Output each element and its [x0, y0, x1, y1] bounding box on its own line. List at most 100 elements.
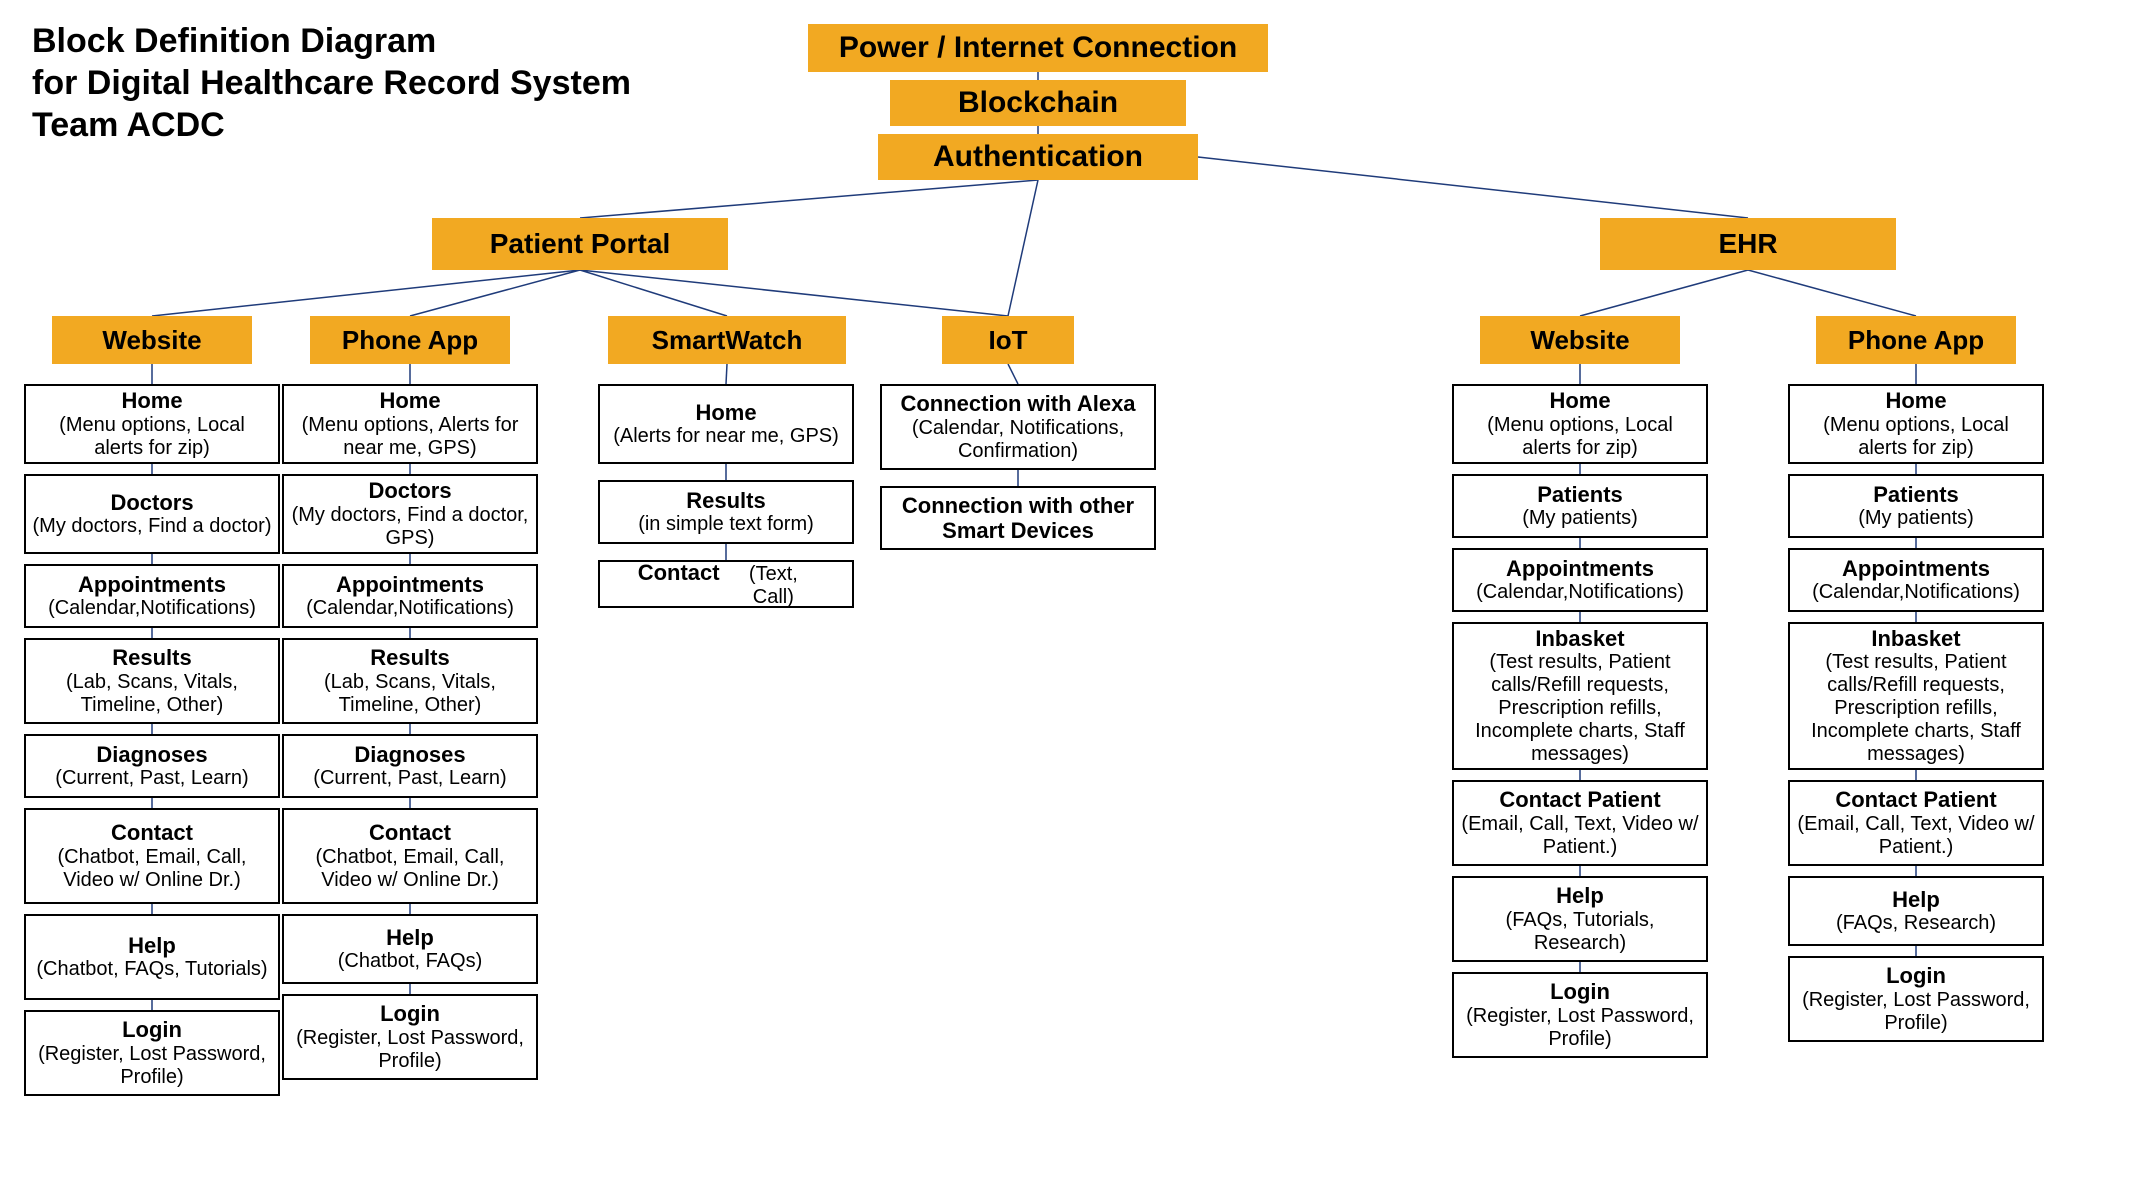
node-label: Home	[290, 388, 530, 413]
edge-line	[580, 270, 1008, 316]
edge-line	[1008, 180, 1038, 316]
node-label: Login	[1460, 979, 1700, 1004]
diagram-stage: Block Definition Diagramfor Digital Heal…	[0, 0, 2129, 1202]
edge-line	[1580, 270, 1748, 316]
node-label: Connection with other Smart Devices	[888, 493, 1148, 544]
detail-node-ea7: Login(Register, Lost Password, Profile)	[1788, 956, 2044, 1042]
detail-node-ea1: Home(Menu options, Local alerts for zip)	[1788, 384, 2044, 464]
node-sub: (Register, Lost Password, Profile)	[290, 1027, 530, 1073]
node-label: Phone App	[342, 325, 478, 356]
edge-line	[152, 270, 580, 316]
edge-line	[1198, 157, 1748, 218]
node-sub: (Chatbot, Email, Call, Video w/ Online D…	[32, 846, 272, 892]
detail-node-ppw6: Contact(Chatbot, Email, Call, Video w/ O…	[24, 808, 280, 904]
header-node-block: Blockchain	[890, 80, 1186, 126]
detail-node-ppw1: Home(Menu options, Local alerts for zip)	[24, 384, 280, 464]
node-sub: (Current, Past, Learn)	[32, 767, 272, 790]
header-node-pp-sw: SmartWatch	[608, 316, 846, 364]
detail-node-ppa2: Doctors(My doctors, Find a doctor, GPS)	[282, 474, 538, 554]
detail-node-ea5: Contact Patient(Email, Call, Text, Video…	[1788, 780, 2044, 866]
node-label: Patients	[1460, 482, 1700, 507]
node-label: Contact	[634, 560, 723, 585]
detail-node-iot2: Connection with other Smart Devices	[880, 486, 1156, 550]
node-sub: (Chatbot, FAQs)	[290, 950, 530, 973]
detail-node-ppw2: Doctors(My doctors, Find a doctor)	[24, 474, 280, 554]
node-sub: (Text, Call)	[729, 563, 818, 609]
node-label: EHR	[1718, 228, 1777, 260]
detail-node-ea3: Appointments(Calendar,Notifications)	[1788, 548, 2044, 612]
node-sub: (Test results, Patient calls/Refill requ…	[1460, 651, 1700, 766]
node-label: Appointments	[290, 572, 530, 597]
node-label: Home	[32, 388, 272, 413]
node-label: Contact	[32, 820, 272, 845]
node-label: Home	[1460, 388, 1700, 413]
node-sub: (Menu options, Local alerts for zip)	[32, 414, 272, 460]
node-label: Login	[1796, 963, 2036, 988]
header-node-ehr-web: Website	[1480, 316, 1680, 364]
edge-line	[726, 364, 727, 384]
detail-node-ppw5: Diagnoses(Current, Past, Learn)	[24, 734, 280, 798]
detail-node-ppa5: Diagnoses(Current, Past, Learn)	[282, 734, 538, 798]
detail-node-sw3: Contact(Text, Call)	[598, 560, 854, 608]
node-label: Help	[1796, 887, 2036, 912]
node-label: SmartWatch	[652, 325, 803, 356]
edge-line	[410, 270, 580, 316]
node-label: Contact Patient	[1460, 787, 1700, 812]
node-label: Appointments	[32, 572, 272, 597]
node-label: Login	[290, 1001, 530, 1026]
header-node-auth: Authentication	[878, 134, 1198, 180]
detail-node-ppa3: Appointments(Calendar,Notifications)	[282, 564, 538, 628]
edge-line	[580, 270, 727, 316]
diagram-title-line: for Digital Healthcare Record System	[32, 62, 631, 104]
edge-line	[1748, 270, 1916, 316]
node-label: Diagnoses	[290, 742, 530, 767]
node-label: Home	[1796, 388, 2036, 413]
node-sub: (Lab, Scans, Vitals, Timeline, Other)	[32, 671, 272, 717]
detail-node-ppa1: Home(Menu options, Alerts for near me, G…	[282, 384, 538, 464]
detail-node-ew3: Appointments(Calendar,Notifications)	[1452, 548, 1708, 612]
node-sub: (Email, Call, Text, Video w/ Patient.)	[1796, 813, 2036, 859]
node-label: Website	[1530, 325, 1629, 356]
node-label: Inbasket	[1796, 626, 2036, 651]
node-label: Login	[32, 1017, 272, 1042]
node-label: IoT	[989, 325, 1028, 356]
node-sub: (Menu options, Local alerts for zip)	[1796, 414, 2036, 460]
node-label: Results	[606, 488, 846, 513]
detail-node-ppa7: Help(Chatbot, FAQs)	[282, 914, 538, 984]
node-sub: (My patients)	[1460, 507, 1700, 530]
node-label: Results	[290, 645, 530, 670]
detail-node-ppw3: Appointments(Calendar,Notifications)	[24, 564, 280, 628]
node-sub: (Alerts for near me, GPS)	[606, 425, 846, 448]
node-sub: (Calendar,Notifications)	[1796, 581, 2036, 604]
node-label: Help	[290, 925, 530, 950]
node-sub: (Calendar, Notifications, Confirmation)	[888, 417, 1148, 463]
detail-node-ea2: Patients(My patients)	[1788, 474, 2044, 538]
node-label: Diagnoses	[32, 742, 272, 767]
header-node-ehr-app: Phone App	[1816, 316, 2016, 364]
node-sub: (Chatbot, FAQs, Tutorials)	[32, 958, 272, 981]
detail-node-ew2: Patients(My patients)	[1452, 474, 1708, 538]
node-sub: (Calendar,Notifications)	[32, 597, 272, 620]
node-label: Authentication	[933, 140, 1143, 174]
node-label: Results	[32, 645, 272, 670]
node-sub: (Register, Lost Password, Profile)	[1460, 1005, 1700, 1051]
detail-node-ew1: Home(Menu options, Local alerts for zip)	[1452, 384, 1708, 464]
header-node-pp-app: Phone App	[310, 316, 510, 364]
node-label: Doctors	[32, 490, 272, 515]
node-sub: (in simple text form)	[606, 513, 846, 536]
header-node-power: Power / Internet Connection	[808, 24, 1268, 72]
node-sub: (Register, Lost Password, Profile)	[32, 1043, 272, 1089]
node-label: Doctors	[290, 478, 530, 503]
diagram-title-line: Team ACDC	[32, 104, 631, 146]
detail-node-ppa8: Login(Register, Lost Password, Profile)	[282, 994, 538, 1080]
node-sub: (Calendar,Notifications)	[1460, 581, 1700, 604]
detail-node-ew4: Inbasket(Test results, Patient calls/Ref…	[1452, 622, 1708, 770]
node-sub: (FAQs, Research)	[1796, 912, 2036, 935]
detail-node-ew5: Contact Patient(Email, Call, Text, Video…	[1452, 780, 1708, 866]
node-label: Power / Internet Connection	[839, 31, 1237, 65]
node-sub: (My patients)	[1796, 507, 2036, 530]
node-label: Appointments	[1460, 556, 1700, 581]
diagram-title: Block Definition Diagramfor Digital Heal…	[32, 20, 631, 146]
node-sub: (Email, Call, Text, Video w/ Patient.)	[1460, 813, 1700, 859]
detail-node-ppw4: Results(Lab, Scans, Vitals, Timeline, Ot…	[24, 638, 280, 724]
